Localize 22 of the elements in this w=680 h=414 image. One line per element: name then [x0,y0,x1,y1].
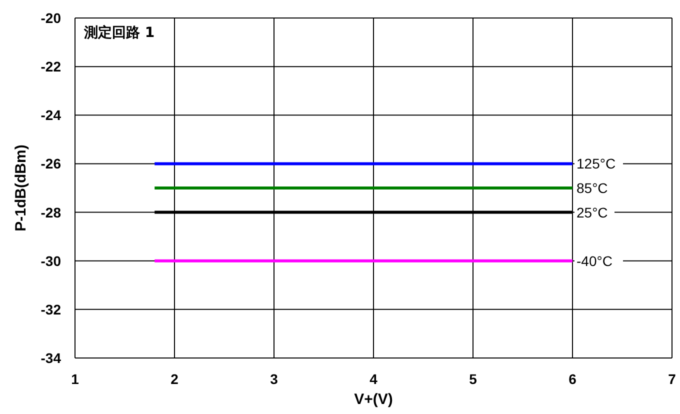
x-tick-label: 3 [270,370,278,387]
y-tick-label: -28 [40,204,62,220]
series-label: 85°C [576,180,608,196]
annotation: 測定回路 1 [79,22,160,44]
y-tick-label: -24 [40,107,62,124]
x-tick-label: 4 [370,370,378,387]
x-axis-title: V+(V) [354,391,393,408]
series-label: -40°C [576,252,612,269]
y-tick-label: -26 [40,156,62,172]
y-axis-title: P-1dB(dBm) [12,144,30,232]
x-tick-label: 5 [469,370,478,387]
series-label: 25°C [576,204,608,220]
x-tick-label: 2 [170,370,179,387]
x-tick-label: 1 [71,370,80,387]
y-tick-label: -30 [40,252,62,269]
y-tick-label: -32 [40,301,62,318]
series-label: 125°C [576,156,616,172]
x-tick-label: 7 [668,370,676,387]
y-tick-label: -34 [40,350,62,366]
y-tick-label: -22 [40,58,62,75]
x-tick-label: 6 [568,370,577,387]
y-tick-label: -20 [40,10,62,26]
